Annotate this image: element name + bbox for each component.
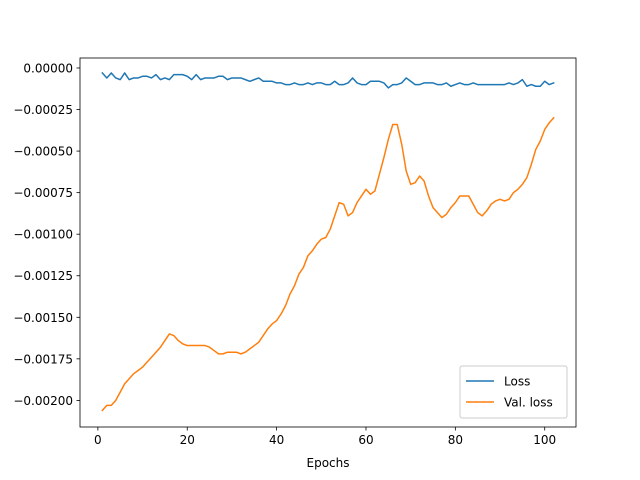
y-tick-label: −0.00150 — [13, 311, 73, 325]
x-tick-label: 100 — [533, 433, 556, 447]
legend-box — [459, 365, 568, 419]
legend-label-2: Val. loss — [504, 396, 553, 410]
legend-label-1: Loss — [504, 375, 530, 389]
x-tick-label: 80 — [448, 433, 463, 447]
x-tick-label: 40 — [269, 433, 284, 447]
y-tick-label: −0.00175 — [13, 352, 73, 366]
x-tick-label: 0 — [94, 433, 102, 447]
x-axis: 0 20 40 60 80 100 — [94, 427, 556, 447]
y-tick-label: −0.00075 — [13, 186, 73, 200]
y-tick-label: 0.00000 — [23, 61, 73, 75]
y-tick-label: −0.00025 — [13, 103, 73, 117]
plot-area — [101, 71, 555, 412]
series-line-2 — [101, 116, 555, 412]
y-tick-label: −0.00100 — [13, 228, 73, 242]
axes-frame — [79, 57, 577, 428]
y-tick-label: −0.00125 — [13, 269, 73, 283]
y-tick-label: −0.00200 — [13, 394, 73, 408]
legend: Loss Val. loss — [459, 365, 568, 419]
y-axis: 0.00000 −0.00025 −0.00050 −0.00075 −0.00100 −… — [13, 61, 80, 408]
x-axis-label: Epochs — [307, 456, 350, 470]
x-tick-label: 20 — [180, 433, 195, 447]
axes: 0 20 40 60 80 100 0.00000 −0.00025 −0.00050 −0.0… — [13, 57, 577, 470]
y-tick-label: −0.00050 — [13, 145, 73, 159]
series-line-1 — [101, 71, 555, 89]
x-tick-label: 60 — [358, 433, 373, 447]
